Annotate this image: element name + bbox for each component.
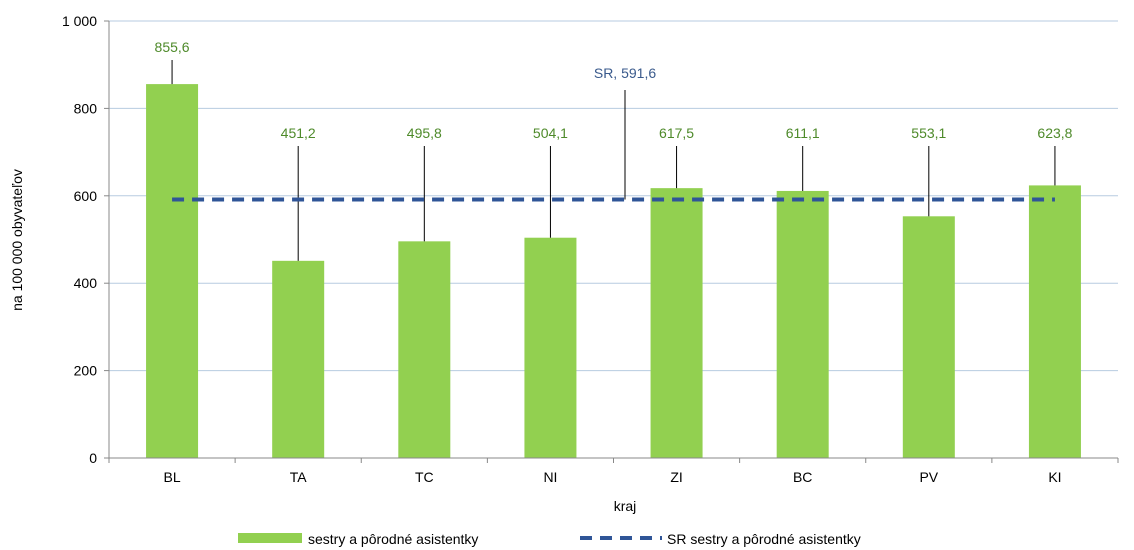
- x-tick-label: BC: [793, 469, 812, 485]
- y-tick-label: 800: [74, 100, 98, 116]
- bar: [272, 260, 325, 458]
- y-tick-label: 200: [74, 363, 98, 379]
- y-tick-label: 400: [74, 275, 98, 291]
- data-label: 855,6: [155, 39, 190, 55]
- reference-line-group: SR, 591,6: [172, 65, 1055, 202]
- bar: [776, 190, 829, 459]
- data-label: 504,1: [533, 125, 568, 141]
- x-tick-label: TA: [290, 469, 308, 485]
- axes: [104, 20, 1119, 463]
- label-leader-lines: [171, 60, 1056, 261]
- y-tick-labels: 0 200 400 600 800 1 000: [62, 13, 97, 466]
- legend-label-reference: SR sestry a pôrodné asistentky: [667, 531, 861, 547]
- legend-swatch-bars: [238, 533, 302, 543]
- bar: [650, 188, 703, 458]
- data-label: 623,8: [1037, 125, 1072, 141]
- y-tick-label: 0: [89, 450, 97, 466]
- x-tick-label: NI: [543, 469, 557, 485]
- bar: [902, 216, 955, 458]
- data-labels: 855,6 451,2 495,8 504,1 617,5 611,1 553,1 623,8: [155, 39, 1073, 141]
- x-tick-labels: BL TA TC NI ZI BC PV KI: [164, 469, 1062, 485]
- bar: [146, 84, 199, 459]
- legend-label-bars: sestry a pôrodné asistentky: [308, 531, 478, 547]
- data-label: 495,8: [407, 125, 442, 141]
- y-axis-title: na 100 000 obyvateľov: [9, 169, 25, 311]
- bars: [146, 84, 1081, 459]
- bar: [524, 237, 577, 458]
- data-label: 611,1: [786, 125, 820, 141]
- x-tick-label: KI: [1048, 469, 1061, 485]
- x-tick-label: ZI: [670, 469, 682, 485]
- y-tick-label: 1 000: [62, 13, 97, 29]
- y-tick-label: 600: [74, 188, 98, 204]
- data-label: 451,2: [281, 125, 316, 141]
- data-label: 553,1: [911, 125, 946, 141]
- reference-label: SR, 591,6: [594, 65, 656, 81]
- bar: [398, 241, 451, 458]
- legend: sestry a pôrodné asistentky SR sestry a …: [238, 531, 861, 547]
- x-tick-label: PV: [919, 469, 938, 485]
- x-tick-label: TC: [415, 469, 434, 485]
- data-label: 617,5: [659, 125, 694, 141]
- x-axis-title: kraj: [614, 498, 637, 514]
- x-tick-label: BL: [164, 469, 181, 485]
- bar: [1028, 185, 1081, 458]
